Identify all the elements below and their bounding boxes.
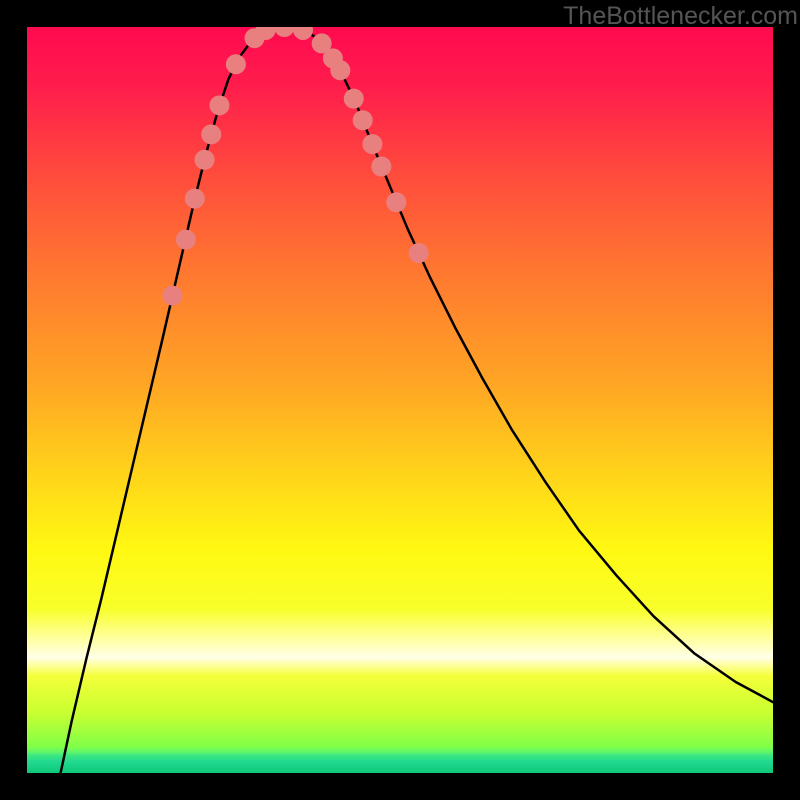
watermark-text: TheBottlenecker.com: [563, 2, 798, 31]
curve-marker: [195, 150, 215, 170]
curve-marker: [344, 89, 364, 109]
curve-marker: [176, 230, 196, 250]
curve-marker: [371, 157, 391, 177]
plot-area: [27, 27, 773, 773]
background-gradient-rect: [27, 27, 773, 773]
curve-marker: [226, 54, 246, 74]
curve-marker: [201, 124, 221, 144]
curve-marker: [162, 286, 182, 306]
curve-marker: [209, 95, 229, 115]
curve-marker: [362, 134, 382, 154]
curve-marker: [386, 192, 406, 212]
curve-marker: [330, 60, 350, 80]
bottleneck-chart-svg: [27, 27, 773, 773]
curve-marker: [185, 189, 205, 209]
chart-frame: TheBottlenecker.com: [0, 0, 800, 800]
curve-marker: [353, 110, 373, 130]
curve-marker: [409, 243, 429, 263]
